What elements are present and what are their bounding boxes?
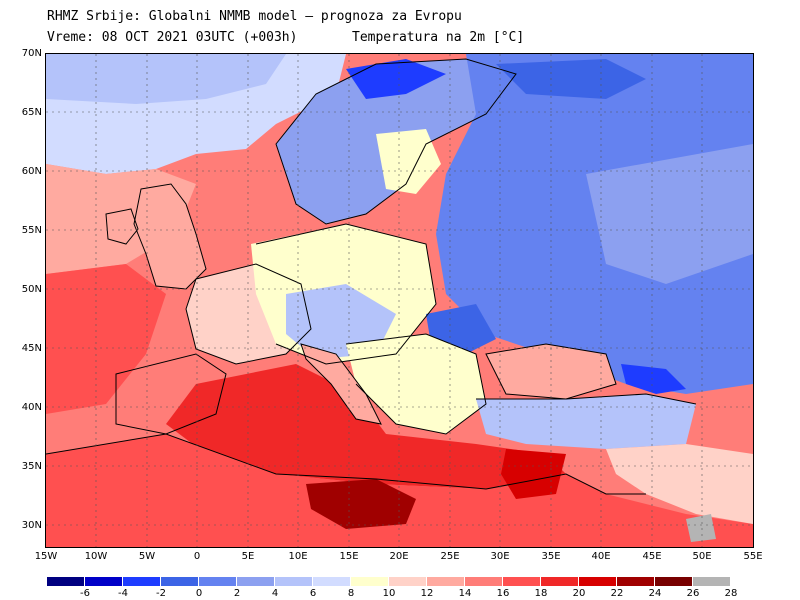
region-northwest-russia	[496, 59, 646, 99]
lat-label: 45N	[21, 343, 42, 354]
lon-label: 10E	[288, 551, 308, 562]
legend-color-box	[161, 577, 198, 586]
map-title: RHMZ Srbije: Globalni NMMB model — progn…	[47, 9, 462, 24]
region-mediterranean	[166, 364, 566, 489]
region-caucasus-cold	[621, 364, 686, 394]
lon-label: 35E	[541, 551, 561, 562]
legend-color-box	[351, 577, 388, 586]
legend-color-box	[617, 577, 654, 586]
map-canvas	[46, 54, 753, 547]
lat-label: 70N	[21, 48, 42, 59]
legend-color-box	[237, 577, 274, 586]
legend-color-box	[541, 577, 578, 586]
legend-color-box	[579, 577, 616, 586]
region-iberian-atlantic	[46, 264, 166, 414]
legend-tick-label: 12	[420, 588, 434, 599]
legend-color-box	[85, 577, 122, 586]
lon-label: 55E	[743, 551, 763, 562]
legend-color-box	[47, 577, 84, 586]
lon-label: 50E	[692, 551, 712, 562]
lat-label: 30N	[21, 520, 42, 531]
legend-tick-label: 26	[686, 588, 700, 599]
legend-color-box	[275, 577, 312, 586]
color-legend	[47, 577, 731, 587]
legend-tick-label: 24	[648, 588, 662, 599]
legend-tick-label: 22	[610, 588, 624, 599]
lon-label: 15W	[34, 551, 58, 562]
region-libya-hotspot	[306, 479, 416, 529]
legend-tick-label: 0	[195, 588, 203, 599]
region-egypt-coast	[501, 449, 566, 499]
region-italy	[301, 344, 381, 424]
lat-label: 50N	[21, 284, 42, 295]
region-eastern-europe	[436, 54, 753, 394]
graticule	[46, 54, 753, 547]
temperature-map	[45, 53, 754, 548]
legend-color-box	[427, 577, 464, 586]
legend-tick-label: 8	[347, 588, 355, 599]
legend-color-box	[199, 577, 236, 586]
region-alps	[286, 284, 396, 359]
region-russia-east	[586, 144, 753, 284]
lat-label: 60N	[21, 166, 42, 177]
lon-label: 40E	[591, 551, 611, 562]
region-middle-east	[606, 444, 753, 524]
legend-tick-label: -4	[118, 588, 128, 599]
legend-tick-label: 16	[496, 588, 510, 599]
region-anatolia	[476, 394, 696, 449]
coastlines	[46, 58, 697, 495]
region-far-north-atlantic	[46, 54, 286, 104]
legend-tick-label: 6	[309, 588, 317, 599]
legend-tick-label: 2	[233, 588, 241, 599]
lon-label: 25E	[440, 551, 460, 562]
lon-label: 5E	[241, 551, 255, 562]
legend-color-box	[465, 577, 502, 586]
lon-label: 20E	[389, 551, 409, 562]
lon-label: 5W	[138, 551, 156, 562]
lon-label: 15E	[339, 551, 359, 562]
region-over-28	[686, 514, 716, 542]
legend-tick-label: 18	[534, 588, 548, 599]
legend-color-box	[503, 577, 540, 586]
legend-tick-label: 28	[724, 588, 738, 599]
legend-tick-label: 4	[271, 588, 279, 599]
lon-label: 30E	[490, 551, 510, 562]
legend-tick-label: -6	[80, 588, 90, 599]
legend-tick-label: -2	[156, 588, 166, 599]
legend-color-box	[693, 577, 730, 586]
legend-color-box	[655, 577, 692, 586]
lon-label: 45E	[642, 551, 662, 562]
legend-color-box	[313, 577, 350, 586]
legend-tick-label: 14	[458, 588, 472, 599]
lat-label: 40N	[21, 402, 42, 413]
lat-label: 55N	[21, 225, 42, 236]
lon-label: 0	[193, 551, 201, 562]
legend-tick-label: 10	[382, 588, 396, 599]
legend-color-box	[389, 577, 426, 586]
region-lapland-cold	[346, 59, 446, 99]
variable-name: Temperatura na 2m [°C]	[352, 30, 525, 45]
lon-label: 10W	[84, 551, 108, 562]
region-north-africa	[46, 434, 753, 547]
region-baltic	[376, 129, 441, 194]
legend-color-box	[123, 577, 160, 586]
lat-label: 65N	[21, 107, 42, 118]
forecast-time: Vreme: 08 OCT 2021 03UTC (+003h)	[47, 30, 298, 45]
map-subtitle: Vreme: 08 OCT 2021 03UTC (+003h) Temperat…	[47, 30, 524, 45]
lat-label: 35N	[21, 461, 42, 472]
region-black-sea	[486, 344, 616, 399]
legend-tick-label: 20	[572, 588, 586, 599]
